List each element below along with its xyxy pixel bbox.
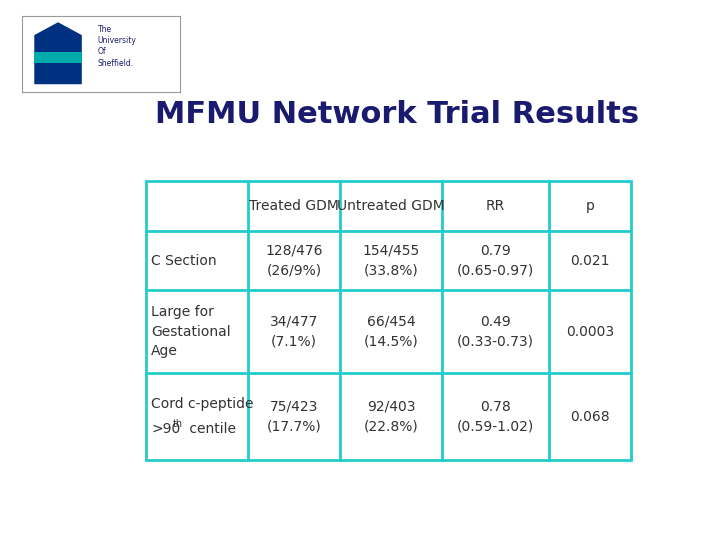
Text: 66/454
(14.5%): 66/454 (14.5%) <box>364 315 418 348</box>
Bar <box>145 181 631 460</box>
Text: 0.021: 0.021 <box>570 254 610 268</box>
Text: RR: RR <box>486 199 505 213</box>
Text: centile: centile <box>185 422 236 436</box>
Polygon shape <box>35 52 82 63</box>
Text: Large for
Gestational
Age: Large for Gestational Age <box>151 305 231 358</box>
Text: 154/455
(33.8%): 154/455 (33.8%) <box>362 244 420 278</box>
Polygon shape <box>35 22 82 84</box>
Text: 0.49
(0.33-0.73): 0.49 (0.33-0.73) <box>456 315 534 348</box>
Text: 92/403
(22.8%): 92/403 (22.8%) <box>364 400 418 434</box>
Text: 0.068: 0.068 <box>570 410 610 423</box>
Text: th: th <box>173 419 183 429</box>
Text: 75/423
(17.7%): 75/423 (17.7%) <box>266 400 321 434</box>
Text: MFMU Network Trial Results: MFMU Network Trial Results <box>155 100 639 129</box>
Text: 34/477
(7.1%): 34/477 (7.1%) <box>270 315 318 348</box>
Text: 0.0003: 0.0003 <box>566 325 614 339</box>
Text: The
University
Of
Sheffield.: The University Of Sheffield. <box>98 25 137 68</box>
Text: 0.79
(0.65-0.97): 0.79 (0.65-0.97) <box>456 244 534 278</box>
Text: C Section: C Section <box>151 254 217 268</box>
Text: 128/476
(26/9%): 128/476 (26/9%) <box>265 244 323 278</box>
Text: >90: >90 <box>151 422 181 436</box>
Text: Untreated GDM: Untreated GDM <box>337 199 445 213</box>
Text: p: p <box>585 199 595 213</box>
Text: 0.78
(0.59-1.02): 0.78 (0.59-1.02) <box>456 400 534 434</box>
Text: Treated GDM: Treated GDM <box>249 199 339 213</box>
Text: Cord c-peptide: Cord c-peptide <box>151 397 254 411</box>
